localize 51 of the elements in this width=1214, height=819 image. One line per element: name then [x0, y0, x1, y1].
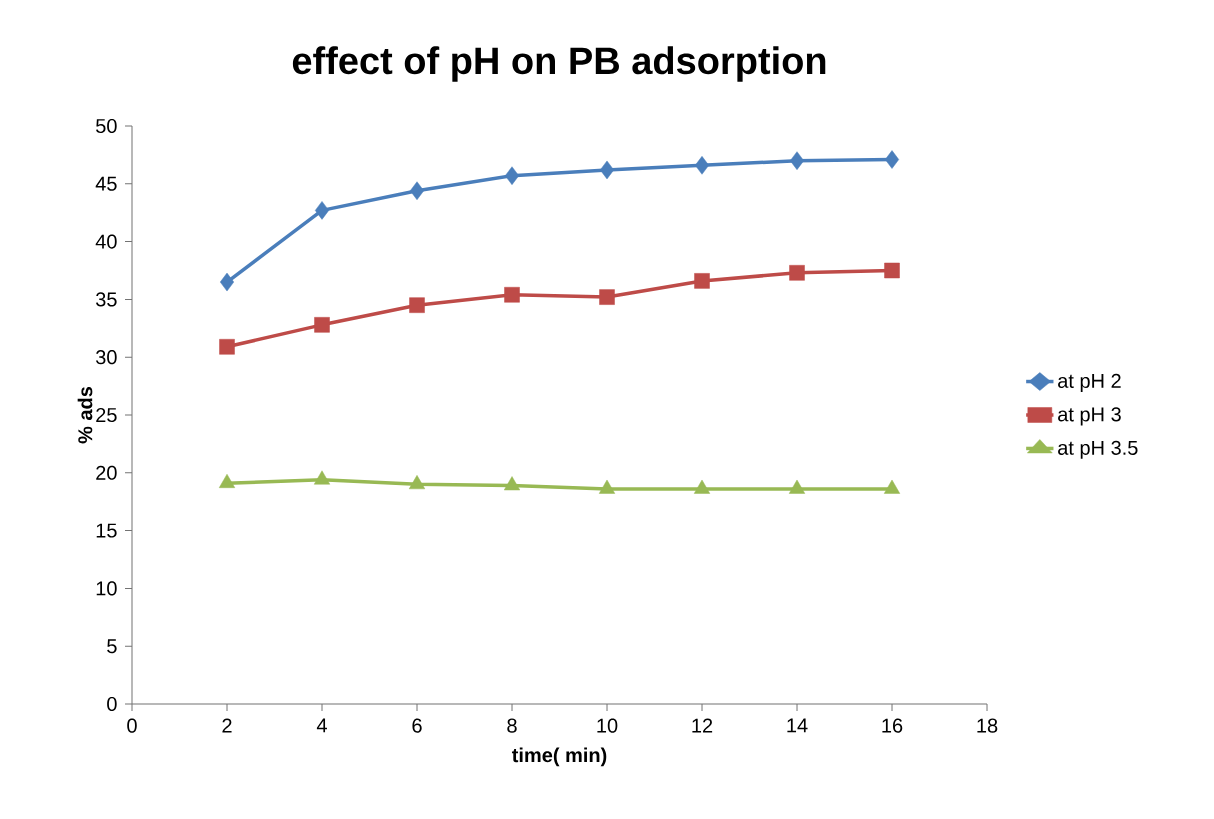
point [883, 479, 901, 494]
y-tick-label: 40 [95, 234, 117, 249]
x-tick-label: 0 [127, 718, 137, 733]
x-tick-label: 6 [412, 718, 422, 733]
point [408, 475, 426, 490]
point [313, 470, 331, 485]
point [315, 201, 330, 220]
point [693, 479, 711, 494]
point [884, 262, 900, 279]
point [410, 181, 425, 200]
point [505, 166, 520, 185]
point [790, 151, 805, 170]
y-tick-label: 30 [95, 350, 117, 365]
x-tick-label: 16 [882, 718, 903, 733]
x-tick-label: 4 [316, 718, 327, 733]
y-tick-label: 5 [107, 639, 117, 654]
x-tick-label: 18 [977, 718, 998, 733]
point [598, 479, 616, 494]
x-tick-label: 10 [597, 718, 618, 733]
point [219, 339, 235, 355]
point [788, 479, 806, 494]
point [504, 287, 520, 303]
x-tick-label: 8 [507, 718, 517, 733]
point [314, 317, 330, 333]
point [218, 473, 236, 488]
y-tick-label: 25 [96, 407, 117, 423]
point [789, 265, 805, 281]
y-tick-label: 0 [107, 696, 117, 712]
y-axis-title: % ads [77, 386, 93, 444]
x-tick-label: 14 [787, 718, 808, 733]
point [503, 476, 521, 491]
point [220, 272, 234, 292]
y-tick-label: 20 [96, 465, 117, 480]
point [694, 273, 710, 289]
legend-label: at pH 3.5 [1058, 440, 1138, 459]
point [695, 156, 710, 175]
x-axis-title: time( min) [511, 747, 607, 767]
y-tick-label: 15 [96, 523, 117, 538]
y-tick-label: 35 [95, 292, 117, 307]
chart-title: effect of pH on PB adsorption [292, 46, 826, 82]
y-tick-label: 45 [95, 176, 117, 191]
point [600, 160, 615, 180]
point [599, 289, 615, 305]
point [885, 150, 900, 169]
y-tick-label: 10 [96, 581, 117, 596]
point [409, 297, 425, 313]
x-tick-label: 2 [222, 718, 232, 733]
legend-label: at pH 2 [1058, 373, 1121, 392]
legend-label: at pH 3 [1058, 407, 1121, 426]
x-tick-label: 12 [692, 718, 713, 733]
y-tick-label: 50 [96, 118, 117, 134]
